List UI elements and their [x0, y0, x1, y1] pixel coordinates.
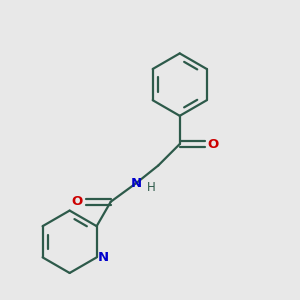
Text: N: N — [98, 251, 109, 264]
Text: O: O — [72, 195, 83, 208]
Text: N: N — [130, 177, 142, 190]
Text: O: O — [207, 138, 219, 151]
Text: H: H — [146, 181, 155, 194]
